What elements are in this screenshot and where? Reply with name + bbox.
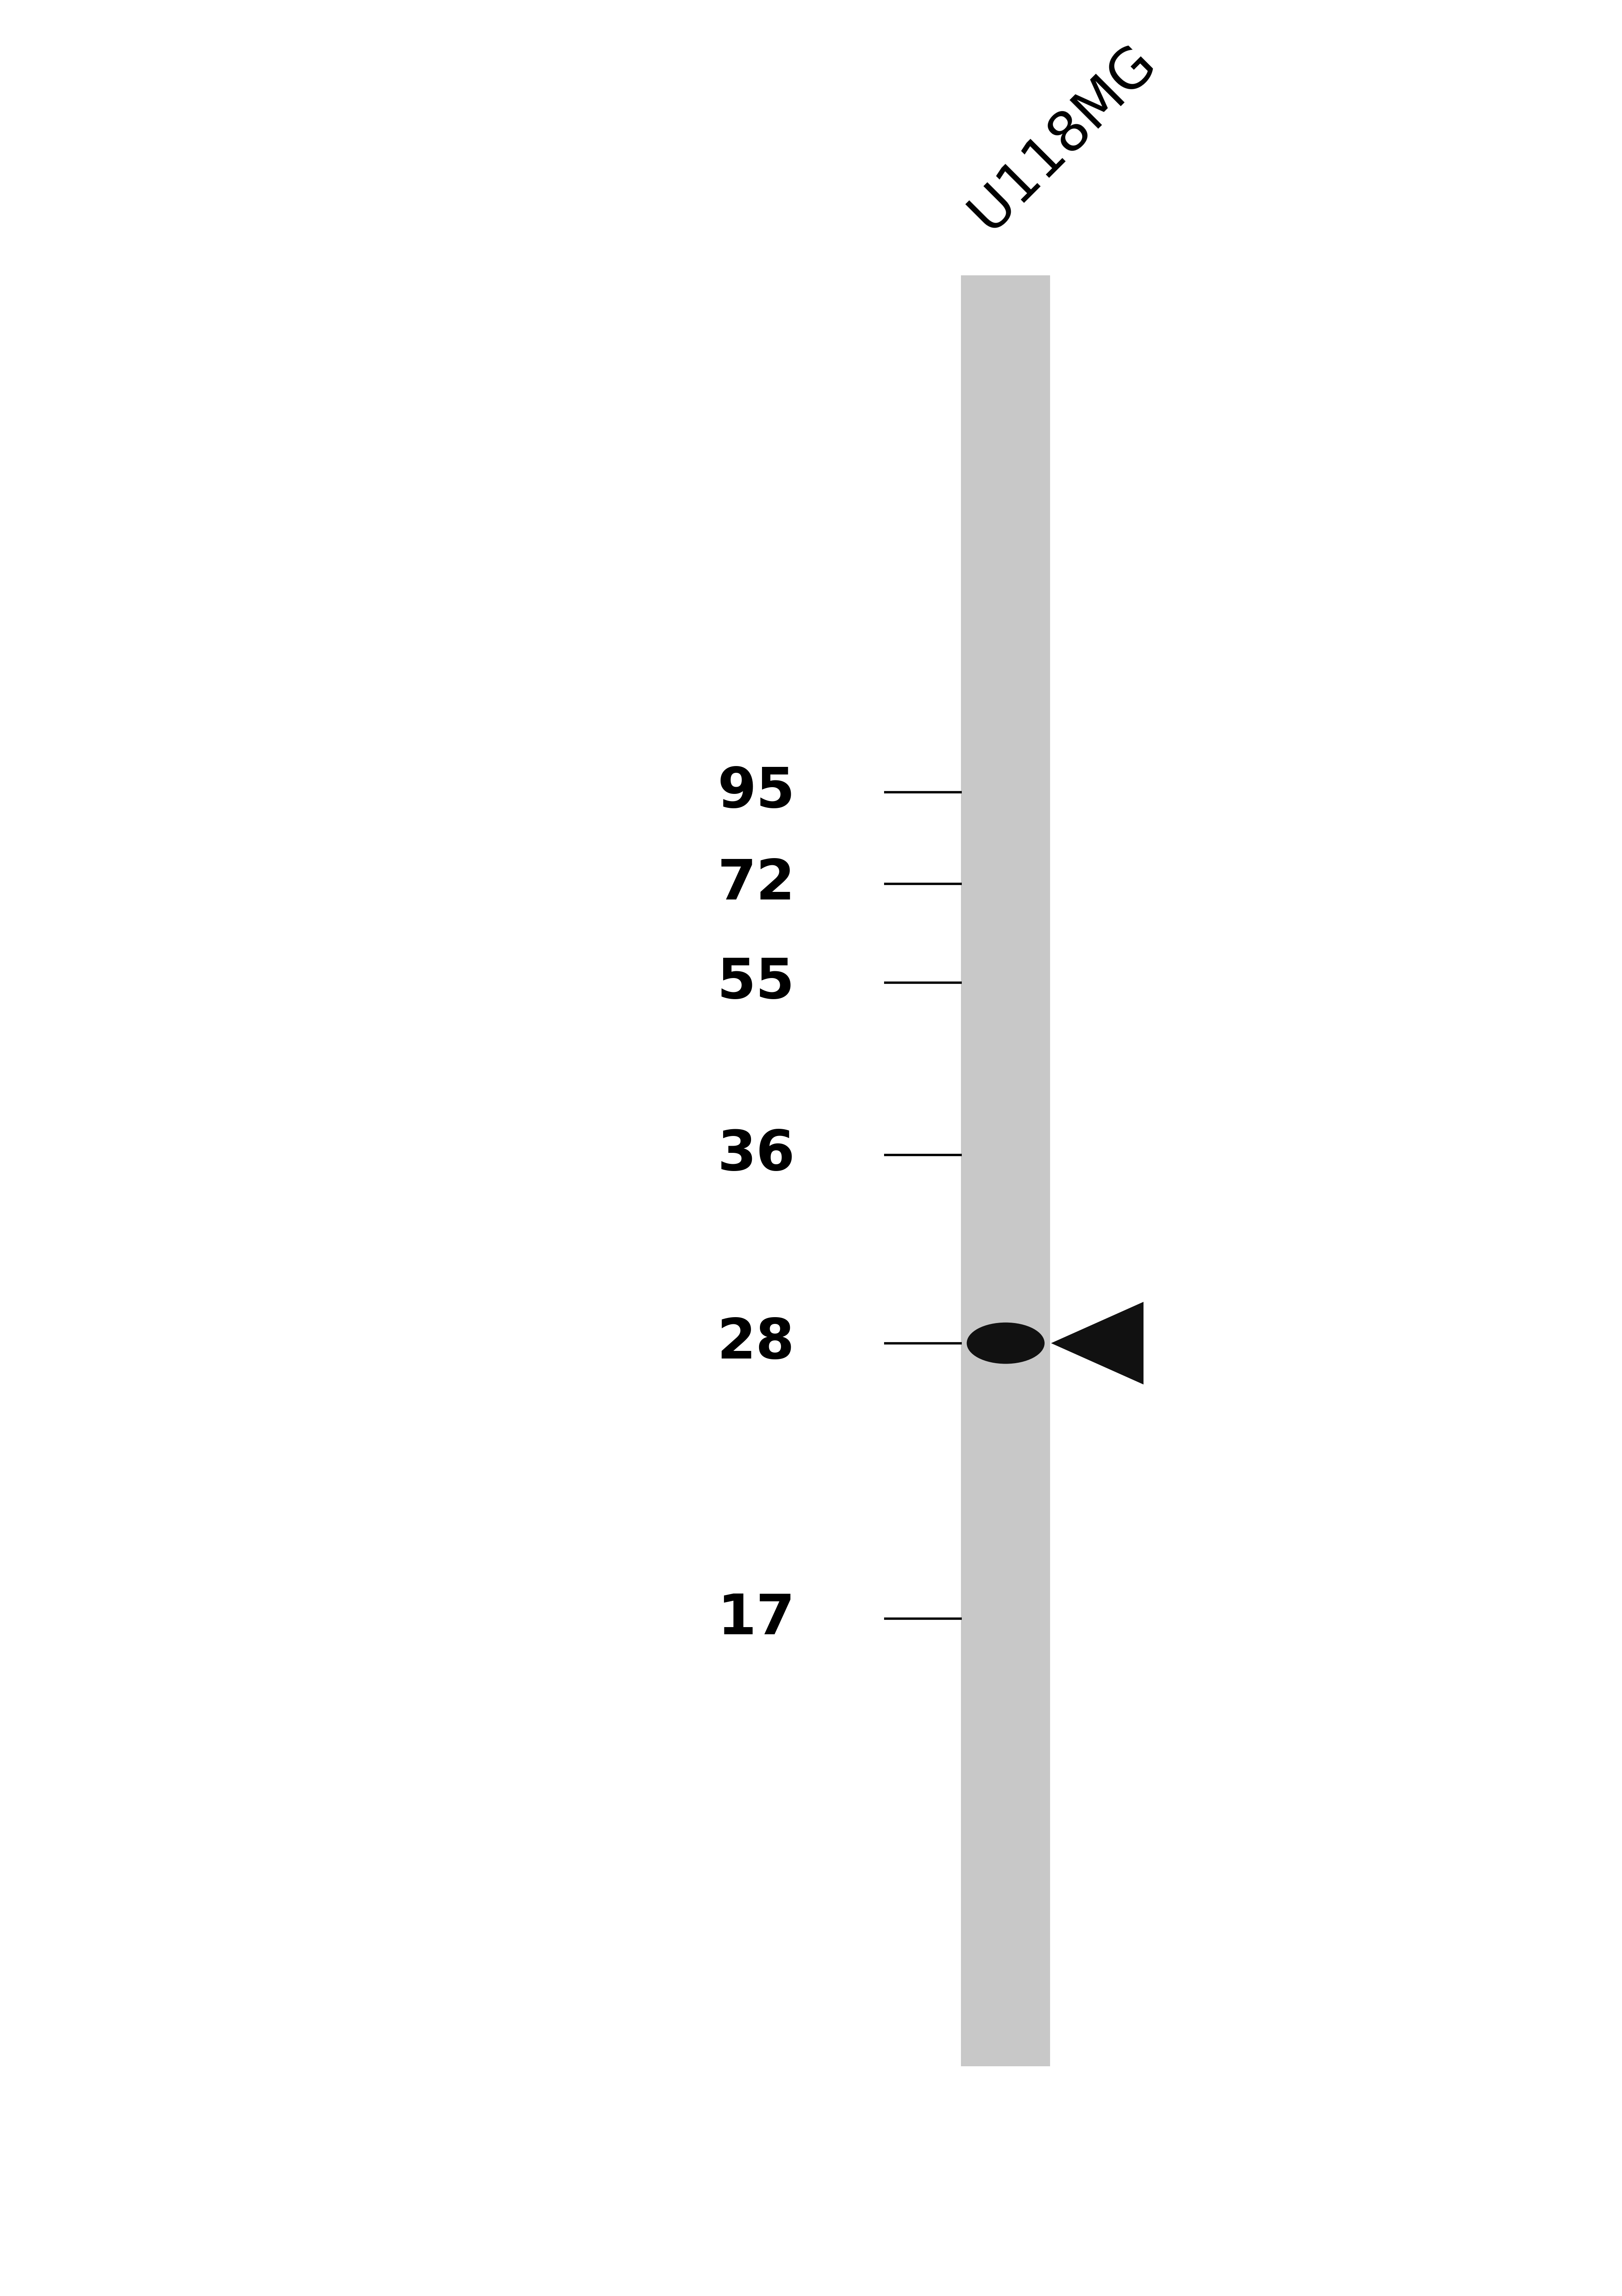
Text: 36: 36 bbox=[717, 1127, 795, 1182]
Text: U118MG: U118MG bbox=[960, 34, 1166, 241]
Polygon shape bbox=[1051, 1302, 1144, 1384]
Text: 72: 72 bbox=[717, 856, 795, 912]
Text: 55: 55 bbox=[717, 955, 795, 1010]
Text: 28: 28 bbox=[717, 1316, 795, 1371]
Text: 17: 17 bbox=[717, 1591, 795, 1646]
Bar bbox=[960, 276, 1051, 2066]
Text: 95: 95 bbox=[717, 765, 795, 820]
Ellipse shape bbox=[967, 1322, 1045, 1364]
